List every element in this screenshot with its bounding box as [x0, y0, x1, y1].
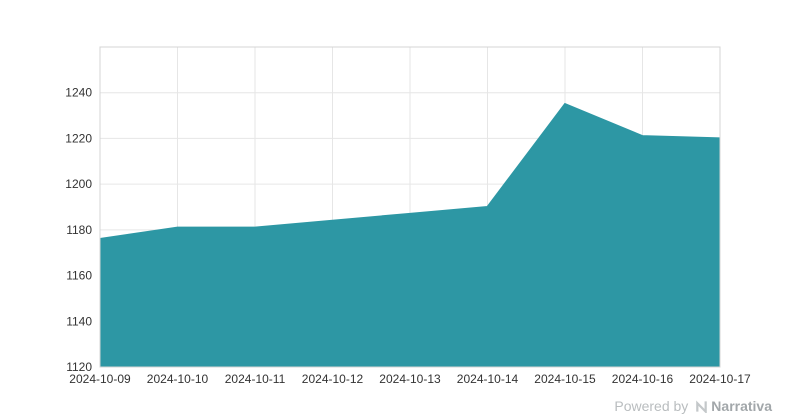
brand-text: Narrativa [711, 398, 772, 414]
narrativa-logo-icon [695, 400, 708, 413]
plot-border [99, 46, 721, 368]
y-tick-label: 1240 [65, 86, 92, 100]
y-tick-label: 1200 [65, 177, 92, 191]
area-chart: 1120 1140 1160 1180 1200 1220 1240 2024-10-09 20… [65, 46, 751, 386]
x-tick-label: 2024-10-10 [147, 372, 209, 386]
chart-canvas: 1120 1140 1160 1180 1200 1220 1240 2024-10-09 20… [65, 46, 751, 386]
y-tick-label: 1120 [66, 360, 92, 374]
x-tick-label: 2024-10-17 [689, 372, 751, 386]
y-tick-label: 1180 [66, 223, 92, 237]
x-tick-label: 2024-10-11 [225, 372, 286, 386]
area-line [99, 102, 721, 240]
x-tick-label: 2024-10-15 [534, 372, 596, 386]
y-tick-label: 1160 [66, 269, 92, 283]
x-tick-label: 2024-10-14 [457, 372, 519, 386]
x-tick-label: 2024-10-12 [302, 372, 364, 386]
x-tick-label: 2024-10-09 [69, 372, 131, 386]
area-fill [100, 104, 720, 368]
powered-by-text: Powered by [614, 398, 689, 414]
y-tick-label: 1140 [66, 314, 92, 328]
x-tick-label: 2024-10-16 [612, 372, 674, 386]
x-tick-label: 2024-10-13 [379, 372, 441, 386]
y-tick-label: 1220 [65, 131, 92, 145]
watermark: Powered by Narrativa [614, 398, 772, 414]
